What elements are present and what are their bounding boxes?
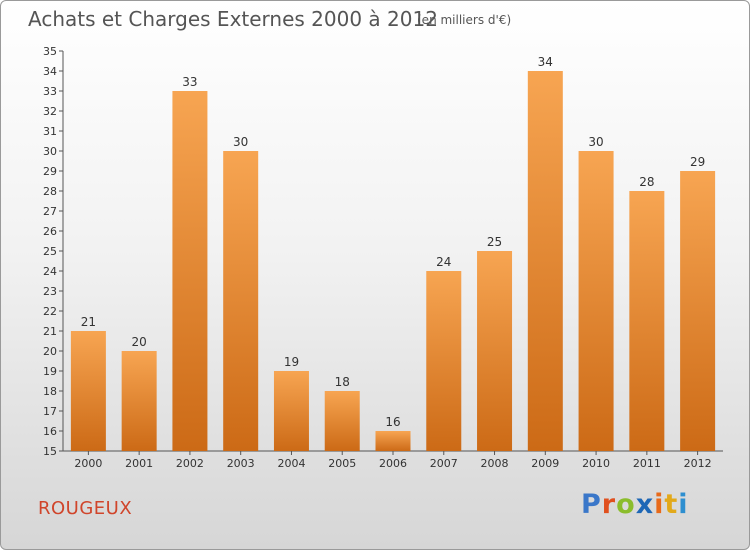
data-label: 16 xyxy=(385,415,400,429)
bar xyxy=(223,151,259,451)
chart-title: Achats et Charges Externes 2000 à 2012 xyxy=(28,7,438,31)
y-tick-label: 34 xyxy=(43,65,57,78)
y-tick-label: 33 xyxy=(43,85,57,98)
commune-name: ROUGEUX xyxy=(38,498,133,519)
y-tick-label: 31 xyxy=(43,125,57,138)
x-tick-label: 2012 xyxy=(684,457,712,470)
bar xyxy=(121,351,157,451)
x-tick-label: 2007 xyxy=(430,457,458,470)
x-tick-label: 2008 xyxy=(481,457,509,470)
data-label: 20 xyxy=(132,335,147,349)
bar xyxy=(578,151,614,451)
x-tick-label: 2003 xyxy=(227,457,255,470)
data-label: 25 xyxy=(487,235,502,249)
bar xyxy=(629,191,665,451)
y-tick-label: 29 xyxy=(43,165,57,178)
data-label: 21 xyxy=(81,315,96,329)
bar xyxy=(375,431,411,451)
x-tick-label: 2001 xyxy=(125,457,153,470)
bar xyxy=(324,391,360,451)
y-tick-label: 16 xyxy=(43,425,57,438)
y-tick-label: 35 xyxy=(43,45,57,58)
bar xyxy=(477,251,513,451)
data-label: 28 xyxy=(639,175,654,189)
bar xyxy=(680,171,716,451)
y-tick-label: 22 xyxy=(43,305,57,318)
y-tick-label: 15 xyxy=(43,445,57,458)
y-tick-label: 32 xyxy=(43,105,57,118)
axes: 15 16 17 18 19 20 21 22 23 24 25 26 27 28 29 30 31 32 33 34… xyxy=(43,45,723,470)
data-label: 33 xyxy=(182,75,197,89)
data-label: 30 xyxy=(233,135,248,149)
y-tick-label: 27 xyxy=(43,205,57,218)
y-tick-label: 28 xyxy=(43,185,57,198)
x-tick-label: 2005 xyxy=(328,457,356,470)
bar xyxy=(527,71,563,451)
data-label: 29 xyxy=(690,155,705,169)
data-labels: 21 20 33 30 19 18 16 24 25 34 30 28 29 xyxy=(81,55,706,429)
y-tick-label: 24 xyxy=(43,265,57,278)
x-tick-label: 2000 xyxy=(74,457,102,470)
bar xyxy=(426,271,462,451)
y-tick-label: 20 xyxy=(43,345,57,358)
y-tick-label: 26 xyxy=(43,225,57,238)
data-label: 19 xyxy=(284,355,299,369)
y-tick-label: 30 xyxy=(43,145,57,158)
bar xyxy=(273,371,309,451)
bars xyxy=(70,71,716,451)
bar-chart: 15 16 17 18 19 20 21 22 23 24 25 26 27 28 29 30 31 32 33 34… xyxy=(43,45,723,470)
x-tick-label: 2006 xyxy=(379,457,407,470)
y-tick-label: 17 xyxy=(43,405,57,418)
y-tick-label: 21 xyxy=(43,325,57,338)
x-tick-label: 2011 xyxy=(633,457,661,470)
x-tick-label: 2010 xyxy=(582,457,610,470)
x-tick-label: 2004 xyxy=(277,457,305,470)
x-tick-label: 2009 xyxy=(531,457,559,470)
brand-logo: Proxiti xyxy=(581,489,689,520)
x-tick-label: 2002 xyxy=(176,457,204,470)
data-label: 24 xyxy=(436,255,451,269)
y-tick-label: 23 xyxy=(43,285,57,298)
y-tick-label: 19 xyxy=(43,365,57,378)
data-label: 34 xyxy=(538,55,553,69)
data-label: 30 xyxy=(588,135,603,149)
y-tick-label: 18 xyxy=(43,385,57,398)
y-tick-label: 25 xyxy=(43,245,57,258)
chart-subtitle: (en milliers d'€) xyxy=(417,13,512,27)
bar xyxy=(70,331,106,451)
bar xyxy=(172,91,208,451)
data-label: 18 xyxy=(335,375,350,389)
